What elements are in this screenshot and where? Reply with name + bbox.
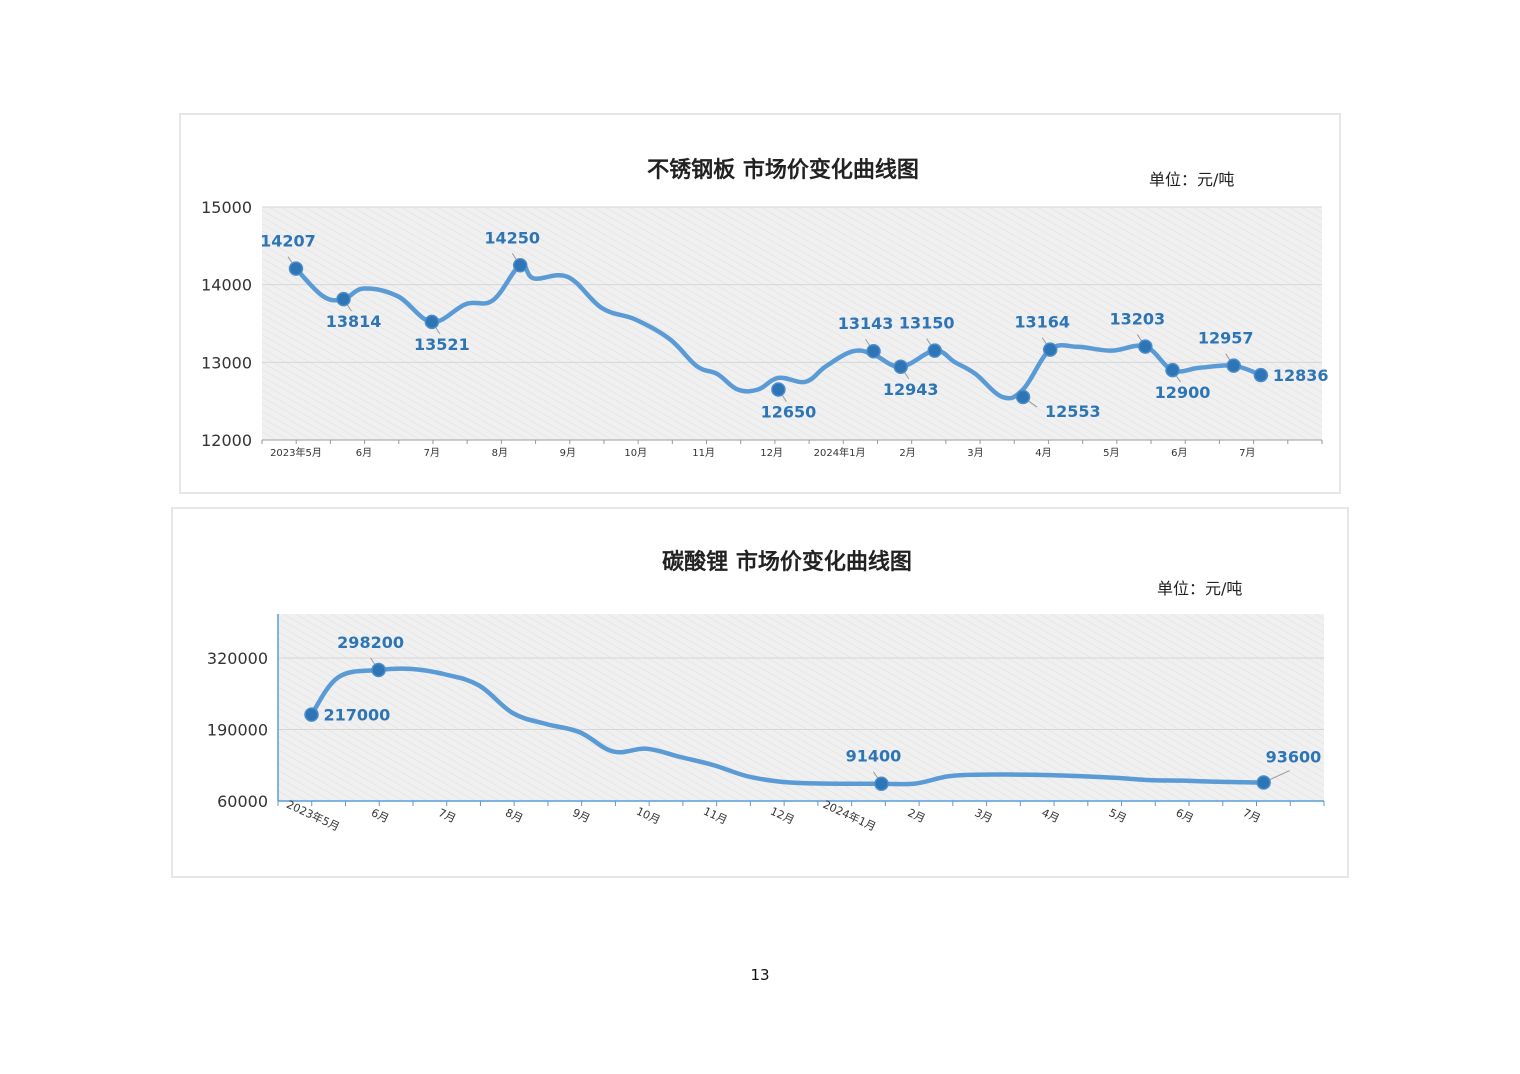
- x-tick-label: 6月: [369, 806, 391, 825]
- x-tick-label: 2024年1月: [821, 797, 879, 834]
- data-label: 12553: [1045, 402, 1101, 421]
- data-point: [1165, 362, 1180, 378]
- x-tick-label: 10月: [624, 447, 647, 459]
- chart-title: 不锈钢板 市场价变化曲线图: [647, 157, 919, 183]
- data-point: [1256, 775, 1271, 790]
- chart-title: 碳酸锂 市场价变化曲线图: [662, 549, 912, 575]
- data-point: [771, 382, 786, 397]
- x-tick-label: 2023年5月: [284, 797, 342, 834]
- data-label: 12900: [1155, 383, 1211, 402]
- data-label: 13521: [414, 335, 470, 354]
- data-label: 14250: [484, 228, 540, 247]
- data-label: 91400: [846, 747, 902, 766]
- x-tick-label: 4月: [1040, 806, 1062, 825]
- x-tick-label: 8月: [503, 806, 525, 825]
- x-tick-label: 6月: [1174, 806, 1196, 825]
- data-label: 13143: [838, 314, 894, 333]
- data-point: [424, 314, 440, 330]
- x-tick-label: 9月: [570, 806, 592, 825]
- x-tick-label: 12月: [760, 447, 783, 459]
- lithium-carbonate-chart-svg: 碳酸锂 市场价变化曲线图 单位：元/吨 60000 190000 320000 202…: [207, 549, 1325, 834]
- x-tick-label: 11月: [701, 805, 729, 827]
- y-tick-label: 15000: [201, 198, 252, 217]
- x-tick-label: 8月: [492, 447, 508, 459]
- lithium-carbonate-price-chart: 碳酸锂 市场价变化曲线图 单位：元/吨 60000 190000 320000 202…: [171, 507, 1349, 878]
- data-point: [288, 261, 304, 276]
- data-label: 13203: [1109, 310, 1165, 329]
- y-tick-label: 12000: [201, 431, 252, 450]
- stainless-steel-chart-svg: 不锈钢板 市场价变化曲线图 单位：元/吨 12000 13000 14000 1500…: [201, 157, 1329, 459]
- data-point: [371, 662, 386, 678]
- x-tick-label: 6月: [1171, 447, 1187, 459]
- x-tick-label: 7月: [436, 806, 458, 825]
- data-point: [874, 776, 889, 791]
- data-label: 14207: [260, 232, 316, 251]
- data-point: [1226, 358, 1241, 373]
- data-label: 12836: [1273, 366, 1329, 385]
- data-point: [304, 707, 319, 722]
- x-tick-label: 2023年5月: [270, 446, 322, 459]
- data-label: 298200: [337, 633, 404, 652]
- x-tick-label: 7月: [424, 447, 440, 459]
- data-label: 13150: [899, 314, 955, 333]
- data-point: [927, 343, 942, 358]
- x-tick-label: 7月: [1241, 806, 1263, 825]
- data-point: [866, 343, 881, 359]
- data-point: [1138, 339, 1153, 354]
- x-tick-label: 3月: [973, 806, 995, 825]
- plot-area: [278, 614, 1324, 801]
- page-number: 13: [750, 966, 770, 984]
- y-tick-label: 320000: [207, 649, 268, 668]
- data-label: 12650: [761, 403, 817, 422]
- data-label: 93600: [1266, 748, 1322, 767]
- x-tick-label: 2月: [899, 447, 915, 459]
- x-tick-label: 4月: [1035, 447, 1051, 459]
- data-point: [1042, 342, 1058, 357]
- data-point: [1253, 367, 1269, 383]
- stainless-steel-price-chart: 不锈钢板 市场价变化曲线图 单位：元/吨 12000 13000 14000 1500…: [179, 113, 1341, 494]
- data-point: [1015, 389, 1031, 405]
- x-tick-label: 2024年1月: [814, 446, 866, 459]
- x-tick-label: 5月: [1103, 447, 1119, 459]
- series-line: [309, 666, 1266, 787]
- y-tick-label: 190000: [207, 721, 268, 740]
- y-tick-label: 14000: [201, 276, 252, 295]
- series-line: [293, 262, 1264, 401]
- x-tick-label: 6月: [356, 447, 372, 459]
- x-tick-label: 9月: [560, 447, 576, 459]
- data-label: 13814: [326, 312, 382, 331]
- data-point: [336, 291, 351, 307]
- x-tick-label: 7月: [1239, 447, 1255, 459]
- data-label: 12957: [1198, 329, 1254, 348]
- x-tick-label: 2月: [906, 806, 928, 825]
- unit-label: 单位：元/吨: [1149, 170, 1234, 189]
- data-label: 12943: [883, 380, 939, 399]
- unit-label: 单位：元/吨: [1157, 579, 1242, 598]
- y-tick-label: 13000: [201, 353, 252, 372]
- x-tick-label: 12月: [768, 805, 796, 827]
- x-tick-label: 3月: [967, 447, 983, 459]
- data-label: 13164: [1014, 313, 1070, 332]
- data-point: [893, 359, 908, 375]
- x-tick-label: 10月: [634, 805, 662, 827]
- x-tick-label: 5月: [1107, 806, 1129, 825]
- x-tick-label: 11月: [692, 447, 715, 459]
- data-point: [512, 258, 528, 273]
- y-tick-label: 60000: [217, 792, 268, 811]
- data-label: 217000: [324, 706, 391, 725]
